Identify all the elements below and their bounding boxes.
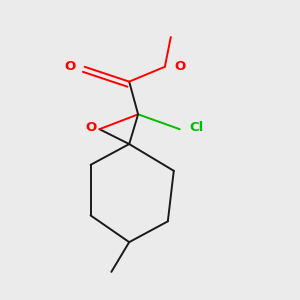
Text: Cl: Cl — [189, 121, 203, 134]
Text: O: O — [64, 60, 75, 73]
Text: O: O — [85, 121, 96, 134]
Text: O: O — [174, 60, 185, 73]
